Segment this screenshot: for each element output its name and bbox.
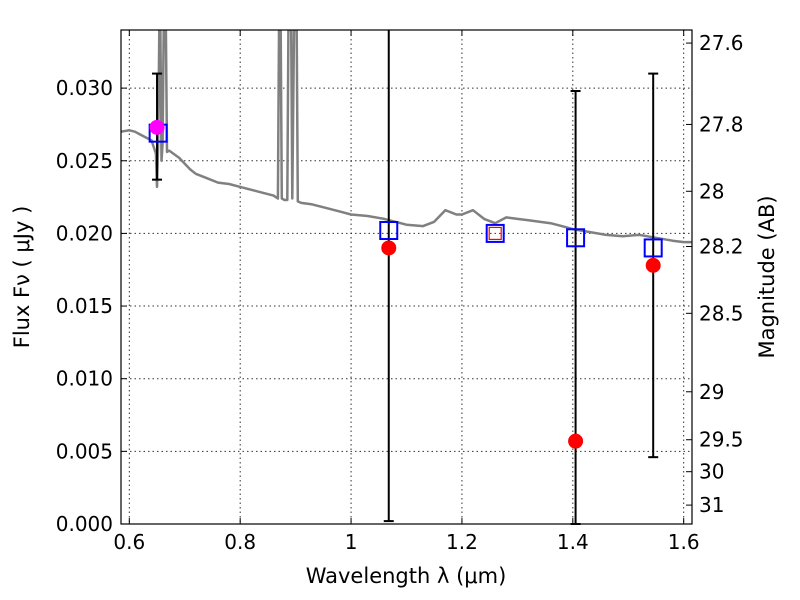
errorbar-layer (152, 30, 659, 525)
y-tick-label: 0.025 (56, 149, 113, 173)
y2-tick-label: 27.6 (699, 31, 744, 55)
observed-flux-point (645, 257, 661, 273)
y-tick-label: 0.030 (56, 76, 113, 100)
observed-flux-point (149, 119, 165, 135)
model-band-square (643, 238, 663, 258)
y2-tick-label: 28 (699, 179, 724, 203)
y2-axis-label: Magnitude (AB) (755, 195, 779, 358)
y2-tick-label: 28.5 (699, 301, 744, 325)
x-tick-label: 0.8 (224, 530, 256, 554)
y2-tick-label: 31 (699, 493, 724, 517)
y-tick-label: 0.020 (56, 221, 113, 245)
observed-flux-point (568, 433, 584, 449)
tick-layer (121, 30, 692, 525)
x-tick-label: 1.2 (446, 530, 478, 554)
x-tick-label: 1.4 (557, 530, 589, 554)
x-axis-label: Wavelength λ (μm) (306, 564, 507, 588)
y-tick-label: 0.010 (56, 367, 113, 391)
y2-tick-label: 27.8 (699, 112, 744, 136)
open-red-square (488, 226, 502, 241)
band-square-layer (148, 123, 663, 258)
y-tick-label: 0.015 (56, 294, 113, 318)
y2-tick-label: 30 (699, 460, 724, 484)
observed-flux-point (381, 240, 397, 256)
model-band-square (485, 223, 505, 243)
model-band-square (379, 221, 399, 241)
observed-point-layer (149, 119, 661, 449)
y2-tick-label: 28.2 (699, 234, 744, 258)
plot-frame (120, 29, 693, 525)
y2-tick-label: 29.5 (699, 428, 744, 452)
x-tick-label: 1.6 (668, 530, 700, 554)
y-tick-label: 0.005 (56, 439, 113, 463)
grid-layer (121, 30, 692, 525)
y-axis-label: Flux Fν ( μJy ) (10, 206, 34, 349)
y2-tick-label: 29 (699, 380, 724, 404)
x-tick-label: 0.6 (113, 530, 145, 554)
y-tick-label: 0.000 (56, 512, 113, 536)
tick-label-layer: 0.6 0.8 1 1.2 1.4 1.6 0.000 0.005 0.010 0.015 0.02… (56, 31, 744, 554)
spectrum-layer (121, 30, 692, 244)
model-spectrum-line (121, 30, 692, 244)
x-tick-label: 1 (345, 530, 358, 554)
model-band-square (566, 228, 586, 248)
